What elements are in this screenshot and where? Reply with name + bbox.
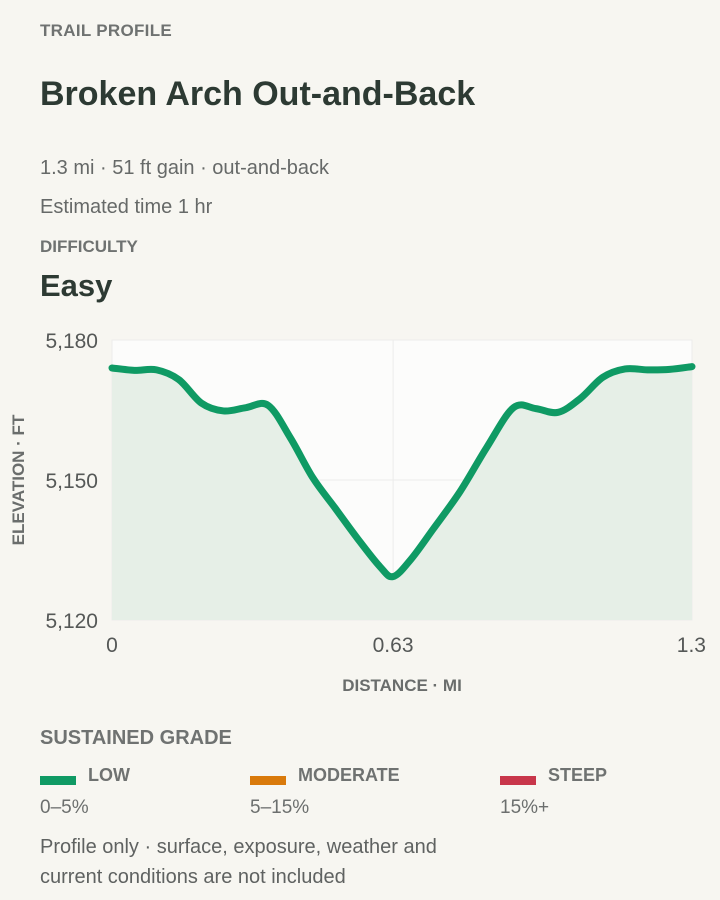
x-tick-label: 0.63 — [373, 634, 414, 657]
elevation-line — [108, 363, 696, 581]
x-tick-label: 1.3 — [677, 634, 706, 657]
legend-swatch-steep — [500, 776, 536, 785]
x-axis-ticks: 0 0.63 1.3 — [106, 634, 706, 657]
y-tick-label: 5,180 — [45, 330, 98, 353]
y-axis-label: ELEVATION · FT — [9, 414, 28, 545]
difficulty-value: Easy — [40, 268, 113, 303]
y-axis-ticks: 5,180 5,150 5,120 — [45, 330, 98, 633]
difficulty-label: DIFFICULTY — [40, 237, 138, 256]
estimated-time: Estimated time 1 hr — [40, 196, 213, 218]
legend-swatch-moderate — [250, 776, 286, 785]
legend-name-moderate: MODERATE — [298, 765, 400, 785]
y-tick-label: 5,150 — [45, 470, 98, 493]
legend-range-moderate: 5–15% — [250, 797, 310, 818]
y-tick-label: 5,120 — [45, 610, 98, 633]
trail-summary: 1.3 mi · 51 ft gain · out-and-back — [40, 157, 330, 179]
footnote: Profile only · surface, exposure, weathe… — [40, 836, 437, 888]
legend-name-low: LOW — [88, 765, 130, 785]
legend-swatch-low — [40, 776, 76, 785]
legend-range-low: 0–5% — [40, 797, 89, 818]
legend-range-steep: 15%+ — [500, 797, 550, 818]
page-title: Broken Arch Out-and-Back — [40, 75, 476, 113]
grade-heading: SUSTAINED GRADE — [40, 727, 232, 749]
x-axis-label: DISTANCE · MI — [342, 676, 462, 695]
x-tick-label: 0 — [106, 634, 118, 657]
section-eyebrow: TRAIL PROFILE — [40, 21, 173, 40]
legend-name-steep: STEEP — [548, 765, 608, 785]
elevation-area — [112, 366, 692, 620]
